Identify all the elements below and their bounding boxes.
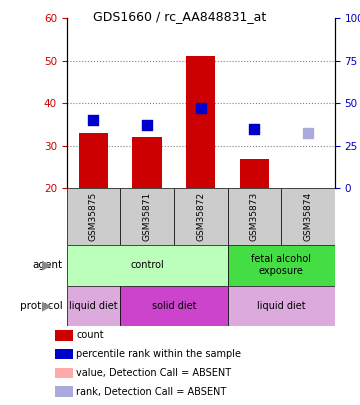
Text: ▶: ▶ bbox=[42, 299, 51, 312]
Bar bbox=[55, 368, 72, 378]
Bar bbox=[120, 286, 228, 326]
Bar bbox=[120, 188, 174, 245]
Text: GSM35872: GSM35872 bbox=[196, 192, 205, 241]
Bar bbox=[228, 188, 281, 245]
Text: solid diet: solid diet bbox=[152, 301, 196, 311]
Text: value, Detection Call = ABSENT: value, Detection Call = ABSENT bbox=[76, 368, 231, 378]
Text: count: count bbox=[76, 330, 104, 340]
Text: GSM35871: GSM35871 bbox=[143, 192, 152, 241]
Text: fetal alcohol
exposure: fetal alcohol exposure bbox=[251, 254, 311, 276]
Point bbox=[198, 104, 203, 111]
Point bbox=[90, 117, 96, 124]
Bar bbox=[240, 159, 269, 188]
Bar bbox=[228, 286, 335, 326]
Bar bbox=[174, 188, 228, 245]
Point bbox=[305, 130, 311, 136]
Text: GDS1660 / rc_AA848831_at: GDS1660 / rc_AA848831_at bbox=[93, 10, 267, 23]
Bar bbox=[55, 349, 72, 359]
Text: GSM35873: GSM35873 bbox=[250, 192, 259, 241]
Text: control: control bbox=[130, 260, 164, 270]
Bar bbox=[132, 137, 162, 188]
Bar bbox=[186, 57, 215, 188]
Text: GSM35875: GSM35875 bbox=[89, 192, 98, 241]
Bar bbox=[55, 330, 72, 341]
Bar bbox=[228, 245, 335, 286]
Text: agent: agent bbox=[33, 260, 63, 270]
Text: GSM35874: GSM35874 bbox=[303, 192, 312, 241]
Text: ▶: ▶ bbox=[42, 259, 51, 272]
Bar bbox=[67, 188, 120, 245]
Point bbox=[144, 122, 150, 128]
Text: rank, Detection Call = ABSENT: rank, Detection Call = ABSENT bbox=[76, 387, 226, 396]
Text: liquid diet: liquid diet bbox=[257, 301, 306, 311]
Bar bbox=[67, 286, 120, 326]
Text: protocol: protocol bbox=[20, 301, 63, 311]
Bar bbox=[67, 245, 228, 286]
Text: liquid diet: liquid diet bbox=[69, 301, 118, 311]
Text: percentile rank within the sample: percentile rank within the sample bbox=[76, 349, 241, 359]
Bar bbox=[281, 188, 335, 245]
Bar bbox=[79, 133, 108, 188]
Bar bbox=[55, 386, 72, 397]
Point bbox=[251, 126, 257, 132]
